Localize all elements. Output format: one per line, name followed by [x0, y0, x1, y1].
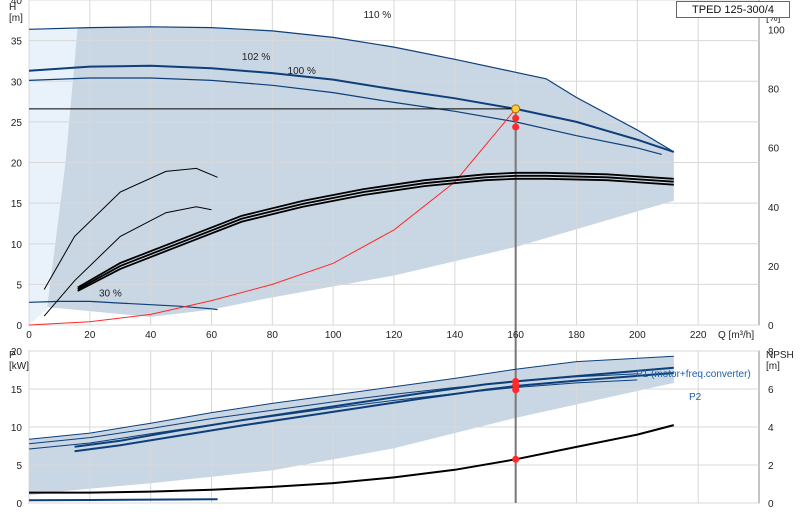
eta-tick-3: 60 — [768, 144, 780, 155]
head-y-axis-title-0: H — [9, 2, 16, 13]
speed-curve-2 — [28, 77, 662, 155]
efficiency-curve-3 — [43, 167, 218, 290]
head-y-tick-0: 0 — [16, 321, 22, 332]
speed-curve-label-3: 30 % — [99, 289, 122, 300]
x-axis-label: Q [m³/h] — [718, 330, 754, 341]
model-label-box: TPED 125-300/4 — [676, 1, 790, 18]
head-operating-range — [47, 26, 674, 317]
npsh-axis-title-0: NPSH — [766, 350, 794, 361]
x-tick-label-1: 20 — [84, 330, 96, 341]
npsh-tick-3: 6 — [768, 385, 774, 396]
power-y-tick-1: 5 — [16, 461, 22, 472]
head-y-tick-2: 10 — [11, 240, 23, 251]
x-tick-label-8: 160 — [507, 330, 524, 341]
head-y-tick-4: 20 — [11, 159, 23, 170]
power-y-tick-3: 15 — [11, 385, 23, 396]
eta-tick-4: 80 — [768, 85, 780, 96]
efficiency-curve-4 — [43, 206, 212, 317]
speed-curve-label-2: 100 % — [288, 66, 316, 77]
efficiency-curve-1 — [77, 174, 674, 291]
power-y-axis-title-1: [kW] — [9, 361, 29, 372]
npsh-tick-1: 2 — [768, 461, 774, 472]
x-tick-label-6: 120 — [386, 330, 403, 341]
head-y-tick-7: 35 — [11, 37, 23, 48]
eta-tick-1: 20 — [768, 262, 780, 273]
power-curve-3 — [28, 373, 638, 445]
speed-curve-0 — [28, 26, 675, 153]
efficiency-curve-0 — [77, 171, 674, 289]
power-curve-2 — [74, 372, 674, 453]
npsh-tick-4: 8 — [768, 347, 774, 358]
power-y-tick-4: 20 — [11, 347, 23, 358]
head-y-axis-title-1: [m] — [9, 13, 23, 24]
x-tick-label-10: 200 — [629, 330, 646, 341]
eta-tick-5: 100 — [768, 26, 785, 37]
power-curve-4 — [28, 379, 638, 450]
npsh-point — [512, 455, 520, 463]
head-y-tick-8: 40 — [11, 0, 23, 7]
p2-series-label: P2 — [689, 392, 702, 403]
speed-curve-label-0: 110 % — [364, 10, 392, 21]
p1-series-label: P1 (motor+freq.converter) — [636, 369, 751, 380]
head-y-tick-6: 30 — [11, 77, 23, 88]
x-tick-label-9: 180 — [568, 330, 585, 341]
x-tick-label-7: 140 — [446, 330, 463, 341]
x-tick-label-11: 220 — [690, 330, 707, 341]
system-curve — [28, 108, 517, 326]
x-tick-label-5: 100 — [325, 330, 342, 341]
duty-point-marker — [511, 104, 521, 114]
low-flow-light-region — [29, 29, 78, 325]
head-y-tick-1: 5 — [16, 280, 22, 291]
speed-curve-1 — [28, 64, 675, 153]
npsh-curve — [29, 424, 675, 494]
power-y-tick-0: 0 — [16, 499, 22, 510]
power-curve-0 — [28, 355, 674, 440]
npsh-tick-2: 4 — [768, 423, 774, 434]
efficiency-point-1 — [512, 123, 520, 131]
low-speed-power-curve — [28, 498, 218, 502]
x-tick-label-3: 60 — [206, 330, 218, 341]
power-y-axis-title-0: P — [9, 350, 16, 361]
efficiency-curve-2 — [77, 177, 674, 292]
eta-axis-title-1: [%] — [766, 13, 781, 24]
x-tick-label-0: 0 — [26, 330, 32, 341]
speed-curve-3 — [28, 300, 218, 311]
eta-tick-2: 40 — [768, 203, 780, 214]
head-y-tick-5: 25 — [11, 118, 23, 129]
power-y-tick-2: 10 — [11, 423, 23, 434]
speed-curve-label-1: 102 % — [242, 52, 270, 63]
x-tick-label-2: 40 — [145, 330, 157, 341]
head-y-tick-3: 15 — [11, 199, 23, 210]
efficiency-point-0 — [512, 114, 520, 122]
x-tick-label-4: 80 — [267, 330, 279, 341]
npsh-axis-title-1: [m] — [766, 361, 780, 372]
npsh-tick-0: 0 — [768, 499, 774, 510]
eta-tick-0: 0 — [768, 321, 774, 332]
power-point-2 — [512, 386, 520, 394]
